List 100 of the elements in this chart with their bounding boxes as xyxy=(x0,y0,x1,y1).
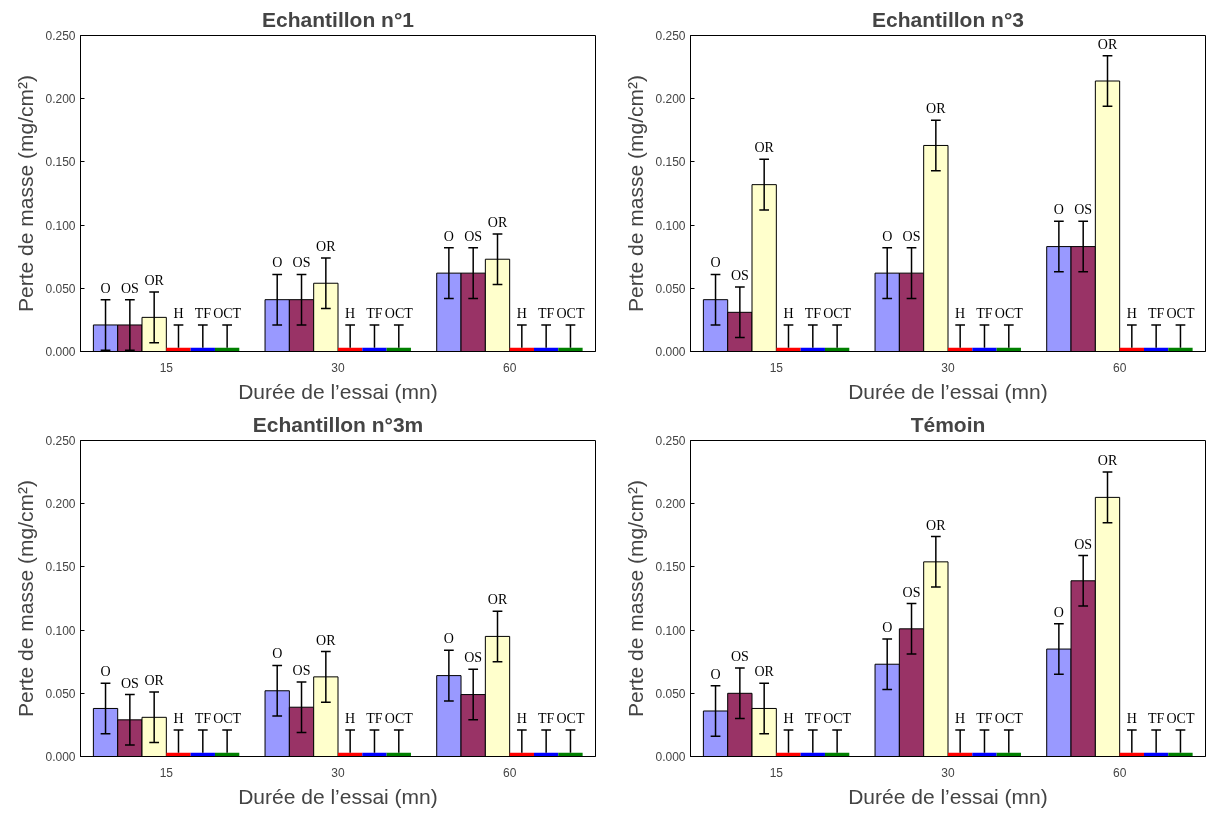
y-tick-label: 0.200 xyxy=(45,92,76,107)
chart-title: Echantillon n°3 xyxy=(872,7,1024,31)
chart-title: Témoin xyxy=(910,412,986,436)
text: OR xyxy=(316,238,337,254)
x-axis-title: Durée de l’essai (mn) xyxy=(238,379,438,403)
series-label: OCT xyxy=(994,305,1024,321)
text: OS xyxy=(464,228,483,244)
x-axis-title: Durée de l’essai (mn) xyxy=(848,784,1048,808)
text: H xyxy=(345,305,356,321)
y-tick-label: 0.000 xyxy=(45,345,76,359)
x-axis-title: Durée de l’essai (mn) xyxy=(238,784,438,808)
text: OCT xyxy=(213,710,242,726)
series-label: H xyxy=(783,305,794,321)
text: H xyxy=(345,710,356,726)
text: O xyxy=(1053,202,1064,218)
x-tick-label: 15 xyxy=(159,765,174,780)
text: OS xyxy=(1074,536,1093,552)
y-axis-title: Perte de masse (mg/cm²) xyxy=(624,75,648,312)
text: H xyxy=(516,305,527,321)
text: OS xyxy=(902,584,921,600)
text: O xyxy=(443,228,454,244)
y-tick-label: 0.050 xyxy=(655,281,686,296)
text: OR xyxy=(1097,453,1118,469)
text: OR xyxy=(487,592,508,608)
text: OS xyxy=(730,649,749,665)
series-label: H xyxy=(173,710,184,726)
text: OCT xyxy=(213,305,242,321)
x-tick-label: 60 xyxy=(1112,360,1127,375)
y-tick-label: 0.050 xyxy=(45,686,76,701)
text: OCT xyxy=(823,710,852,726)
x-axis-title: Durée de l’essai (mn) xyxy=(848,379,1048,403)
y-tick-label: 0.050 xyxy=(45,281,76,296)
series-label: TF xyxy=(804,305,822,321)
text: OCT xyxy=(384,710,413,726)
text: TF xyxy=(366,305,383,321)
series-label: TF xyxy=(804,710,822,726)
y-tick-label: 0.250 xyxy=(45,29,76,43)
text: TF xyxy=(976,305,993,321)
text: OR xyxy=(144,273,164,289)
y-tick-label: 0.250 xyxy=(655,29,686,43)
series-label: TF xyxy=(194,305,212,321)
text: O xyxy=(882,228,893,244)
text: OS xyxy=(292,255,311,271)
y-axis-title: Perte de masse (mg/cm²) xyxy=(14,75,38,312)
y-tick-label: 0.100 xyxy=(655,218,686,233)
text: TF xyxy=(537,305,555,321)
text: O xyxy=(272,646,283,662)
text: TF xyxy=(537,710,555,726)
y-tick-label: 0.100 xyxy=(45,623,76,638)
y-tick-label: 0.200 xyxy=(45,497,76,512)
text: O xyxy=(272,255,283,271)
x-tick-label: 15 xyxy=(159,360,174,375)
text: O xyxy=(100,664,111,680)
y-tick-label: 0.000 xyxy=(655,750,686,764)
text: O xyxy=(882,619,893,635)
text: OR xyxy=(316,632,337,648)
chart-title: Echantillon n°3m xyxy=(252,412,424,436)
text: O xyxy=(1053,604,1064,620)
text: OR xyxy=(754,664,775,680)
series-label: H xyxy=(173,305,184,321)
y-tick-label: 0.150 xyxy=(655,560,686,575)
text: OS xyxy=(902,228,921,244)
text: O xyxy=(710,666,721,682)
y-tick-label: 0.000 xyxy=(45,750,76,764)
x-tick-label: 30 xyxy=(331,360,345,375)
text: H xyxy=(955,710,966,726)
y-tick-label: 0.100 xyxy=(45,218,76,233)
y-tick-label: 0.150 xyxy=(45,560,76,575)
x-tick-label: 30 xyxy=(941,765,955,780)
chart-title: Echantillon n°1 xyxy=(262,7,415,31)
text: OS xyxy=(1074,202,1093,218)
x-tick-label: 15 xyxy=(769,360,784,375)
x-tick-label: 60 xyxy=(502,765,517,780)
x-tick-label: 60 xyxy=(1112,765,1127,780)
y-tick-label: 0.050 xyxy=(655,686,686,701)
text: H xyxy=(1126,305,1137,321)
text: O xyxy=(100,280,111,296)
y-tick-label: 0.150 xyxy=(655,155,686,170)
text: OCT xyxy=(1166,710,1195,726)
text: O xyxy=(710,255,721,271)
y-tick-label: 0.000 xyxy=(655,345,686,359)
y-tick-label: 0.250 xyxy=(45,434,76,448)
series-label: H xyxy=(783,710,794,726)
text: OS xyxy=(120,675,139,691)
y-tick-label: 0.200 xyxy=(655,497,686,512)
series-label: OCT xyxy=(556,710,585,726)
text: OR xyxy=(926,101,946,117)
y-tick-label: 0.250 xyxy=(655,434,686,448)
text: OCT xyxy=(823,305,852,321)
text: OS xyxy=(730,268,749,284)
text: OS xyxy=(464,650,483,666)
text: OS xyxy=(292,662,311,678)
text: OR xyxy=(926,517,946,533)
y-axis-title: Perte de masse (mg/cm²) xyxy=(14,480,38,717)
text: OR xyxy=(144,673,164,689)
series-label: OCT xyxy=(994,710,1024,726)
text: TF xyxy=(366,710,383,726)
text: OCT xyxy=(1166,305,1195,321)
x-tick-label: 30 xyxy=(331,765,345,780)
text: TF xyxy=(1147,710,1165,726)
